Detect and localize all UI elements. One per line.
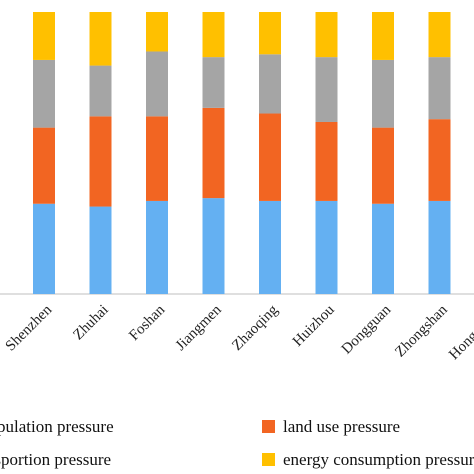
legend-label-population-pressure: population pressure — [0, 417, 114, 436]
bar-shenzhen-land-use-pressure — [33, 127, 55, 204]
bar-zhaoqing-population-pressure — [259, 200, 281, 294]
x-tick-label: Dongguan — [339, 302, 395, 358]
bar-jiangmen-transportion-pressure — [202, 57, 225, 108]
x-tick-label: Zhuhai — [70, 302, 111, 343]
bar-huizhou-land-use-pressure — [315, 121, 338, 201]
bar-dongguan-transportion-pressure — [372, 59, 394, 128]
legend-label-land-use-pressure: land use pressure — [283, 417, 400, 436]
bar-foshan-energy-consumption-pressure — [146, 12, 168, 52]
bar-zhongshan-land-use-pressure — [428, 119, 451, 201]
legend-swatch-energy-consumption-pressure — [262, 453, 275, 466]
legend-label-transportion-pressure: transportion pressure — [0, 450, 111, 469]
bar-dongguan-energy-consumption-pressure — [372, 12, 394, 60]
x-tick-label: Huizhou — [290, 302, 338, 350]
bar-zhuhai-population-pressure — [89, 206, 112, 294]
bar-zhongshan-energy-consumption-pressure — [428, 12, 451, 58]
bar-shenzhen-energy-consumption-pressure — [33, 12, 55, 60]
x-tick-label: Hong Kong — [446, 302, 474, 363]
bar-zhuhai-land-use-pressure — [89, 116, 112, 207]
x-tick-labels: Shenzhen Zhuhai Foshan Jiangmen Zhaoqing Huiz… — [3, 302, 474, 363]
x-tick-label: Zhaoqing — [229, 302, 281, 354]
bar-shenzhen-transportion-pressure — [33, 59, 55, 128]
bar-zhuhai-energy-consumption-pressure — [89, 12, 112, 66]
bar-huizhou-population-pressure — [315, 200, 338, 294]
legend-swatch-land-use-pressure — [262, 420, 275, 433]
x-tick-label: Shenzhen — [3, 302, 56, 355]
bar-zhaoqing-transportion-pressure — [259, 54, 281, 114]
bar-foshan-population-pressure — [146, 200, 168, 294]
bar-foshan-transportion-pressure — [146, 51, 168, 117]
x-tick-label: Jiangmen — [173, 302, 225, 354]
bar-dongguan-land-use-pressure — [372, 127, 394, 204]
bar-zhongshan-population-pressure — [428, 200, 451, 294]
bar-zhaoqing-land-use-pressure — [259, 113, 281, 201]
bar-dongguan-population-pressure — [372, 203, 394, 294]
bar-foshan-land-use-pressure — [146, 116, 168, 201]
bar-jiangmen-land-use-pressure — [202, 107, 225, 199]
bars-group — [33, 12, 451, 294]
legend-label-energy-consumption-pressure: energy consumption pressure — [283, 450, 474, 469]
bar-jiangmen-energy-consumption-pressure — [202, 12, 225, 58]
x-tick-label: Foshan — [126, 302, 168, 344]
bar-huizhou-energy-consumption-pressure — [315, 12, 338, 58]
bar-huizhou-transportion-pressure — [315, 57, 338, 122]
legend: population pressure land use pressure tran… — [0, 417, 474, 469]
bar-jiangmen-population-pressure — [202, 198, 225, 294]
bar-zhaoqing-energy-consumption-pressure — [259, 12, 281, 55]
bar-zhuhai-transportion-pressure — [89, 65, 112, 117]
x-tick-label: Zhongshan — [392, 302, 451, 361]
bar-zhongshan-transportion-pressure — [428, 57, 451, 120]
bar-shenzhen-population-pressure — [33, 203, 55, 294]
